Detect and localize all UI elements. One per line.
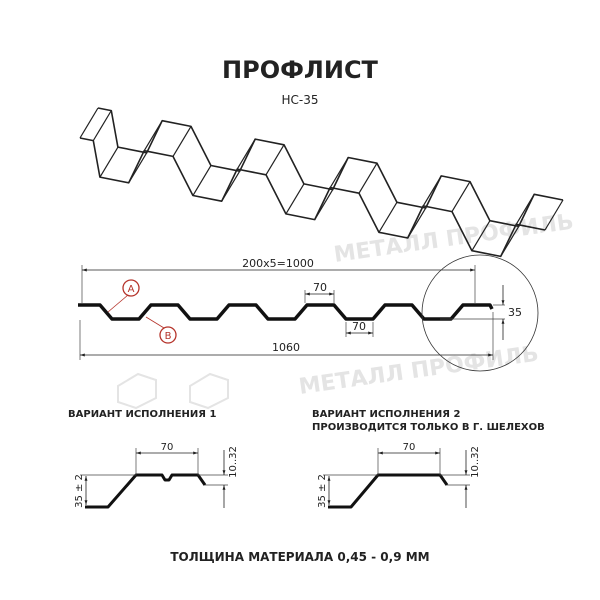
sheet-fold-line [99,146,119,178]
marker-a [122,279,140,297]
variant-1-step-label: 10..32 [228,446,239,478]
sheet-front-edge [79,137,546,258]
variant-2-step-label: 10..32 [470,446,481,478]
crest-label: 70 [313,281,327,294]
marker-a-label: A [128,284,135,295]
width-label: 1060 [272,341,300,354]
variant-2-profile [328,473,449,509]
variant-2-height-label: 35 ± 2 [317,474,328,508]
sheet-fold-line [471,220,491,252]
variant-2-width-label: 70 [403,442,416,453]
variant-1-width-label: 70 [161,442,174,453]
sheet-fold-line [79,107,99,139]
variant-1-detail: ВАРИАНТ ИСПОЛНЕНИЯ 1 70 35 ± 2 10..32 [68,409,239,509]
variant-1-profile [85,473,207,509]
watermark-text-bottom: МЕТАЛЛ ПРОФИЛЬ [297,342,540,400]
height-label: 35 [508,306,522,319]
page-title: ПРОФЛИСТ [222,56,379,84]
sheet-fold-line [285,183,305,215]
profile-line [78,303,494,321]
marker-b-label: B [165,331,172,342]
sheet-back-edge [97,107,564,228]
sheet-fold-line [358,162,378,194]
pitch-label: 200x5=1000 [242,257,314,270]
detail-circle [421,254,539,372]
trough-label: 70 [352,320,366,333]
variant-2-note: ПРОИЗВОДИТСЯ ТОЛЬКО В Г. ШЕЛЕХОВ [312,422,545,433]
variant-1-height-label: 35 ± 2 [74,474,85,508]
watermark-text-top: МЕТАЛЛ ПРОФИЛЬ [332,210,575,268]
variant-1-title: ВАРИАНТ ИСПОЛНЕНИЯ 1 [68,409,216,420]
sheet-fold-line [265,144,285,176]
sheet-fold-line [378,202,398,233]
page-subtitle: НС-35 [281,93,318,107]
material-thickness: ТОЛЩИНА МАТЕРИАЛА 0,45 - 0,9 ММ [170,550,429,564]
sheet-fold-line [192,165,212,196]
variant-2-title: ВАРИАНТ ИСПОЛНЕНИЯ 2 [312,409,460,420]
sheet-fold-line [172,126,192,157]
watermark-logo-icon [117,372,157,410]
sheet-3d-view [79,107,564,258]
sheet-fold-line [451,181,471,212]
watermark: МЕТАЛЛ ПРОФИЛЬ МЕТАЛЛ ПРОФИЛЬ [117,210,575,410]
watermark-logo-icon [189,372,229,410]
profile-cross-section: 200x5=1000 1060 70 70 35 A B [78,254,539,372]
variant-2-detail: ВАРИАНТ ИСПОЛНЕНИЯ 2 ПРОИЗВОДИТСЯ ТОЛЬКО… [312,409,545,509]
marker-b [159,326,177,344]
sheet-fold-line [92,110,112,141]
sheet-fold-line [544,199,564,231]
